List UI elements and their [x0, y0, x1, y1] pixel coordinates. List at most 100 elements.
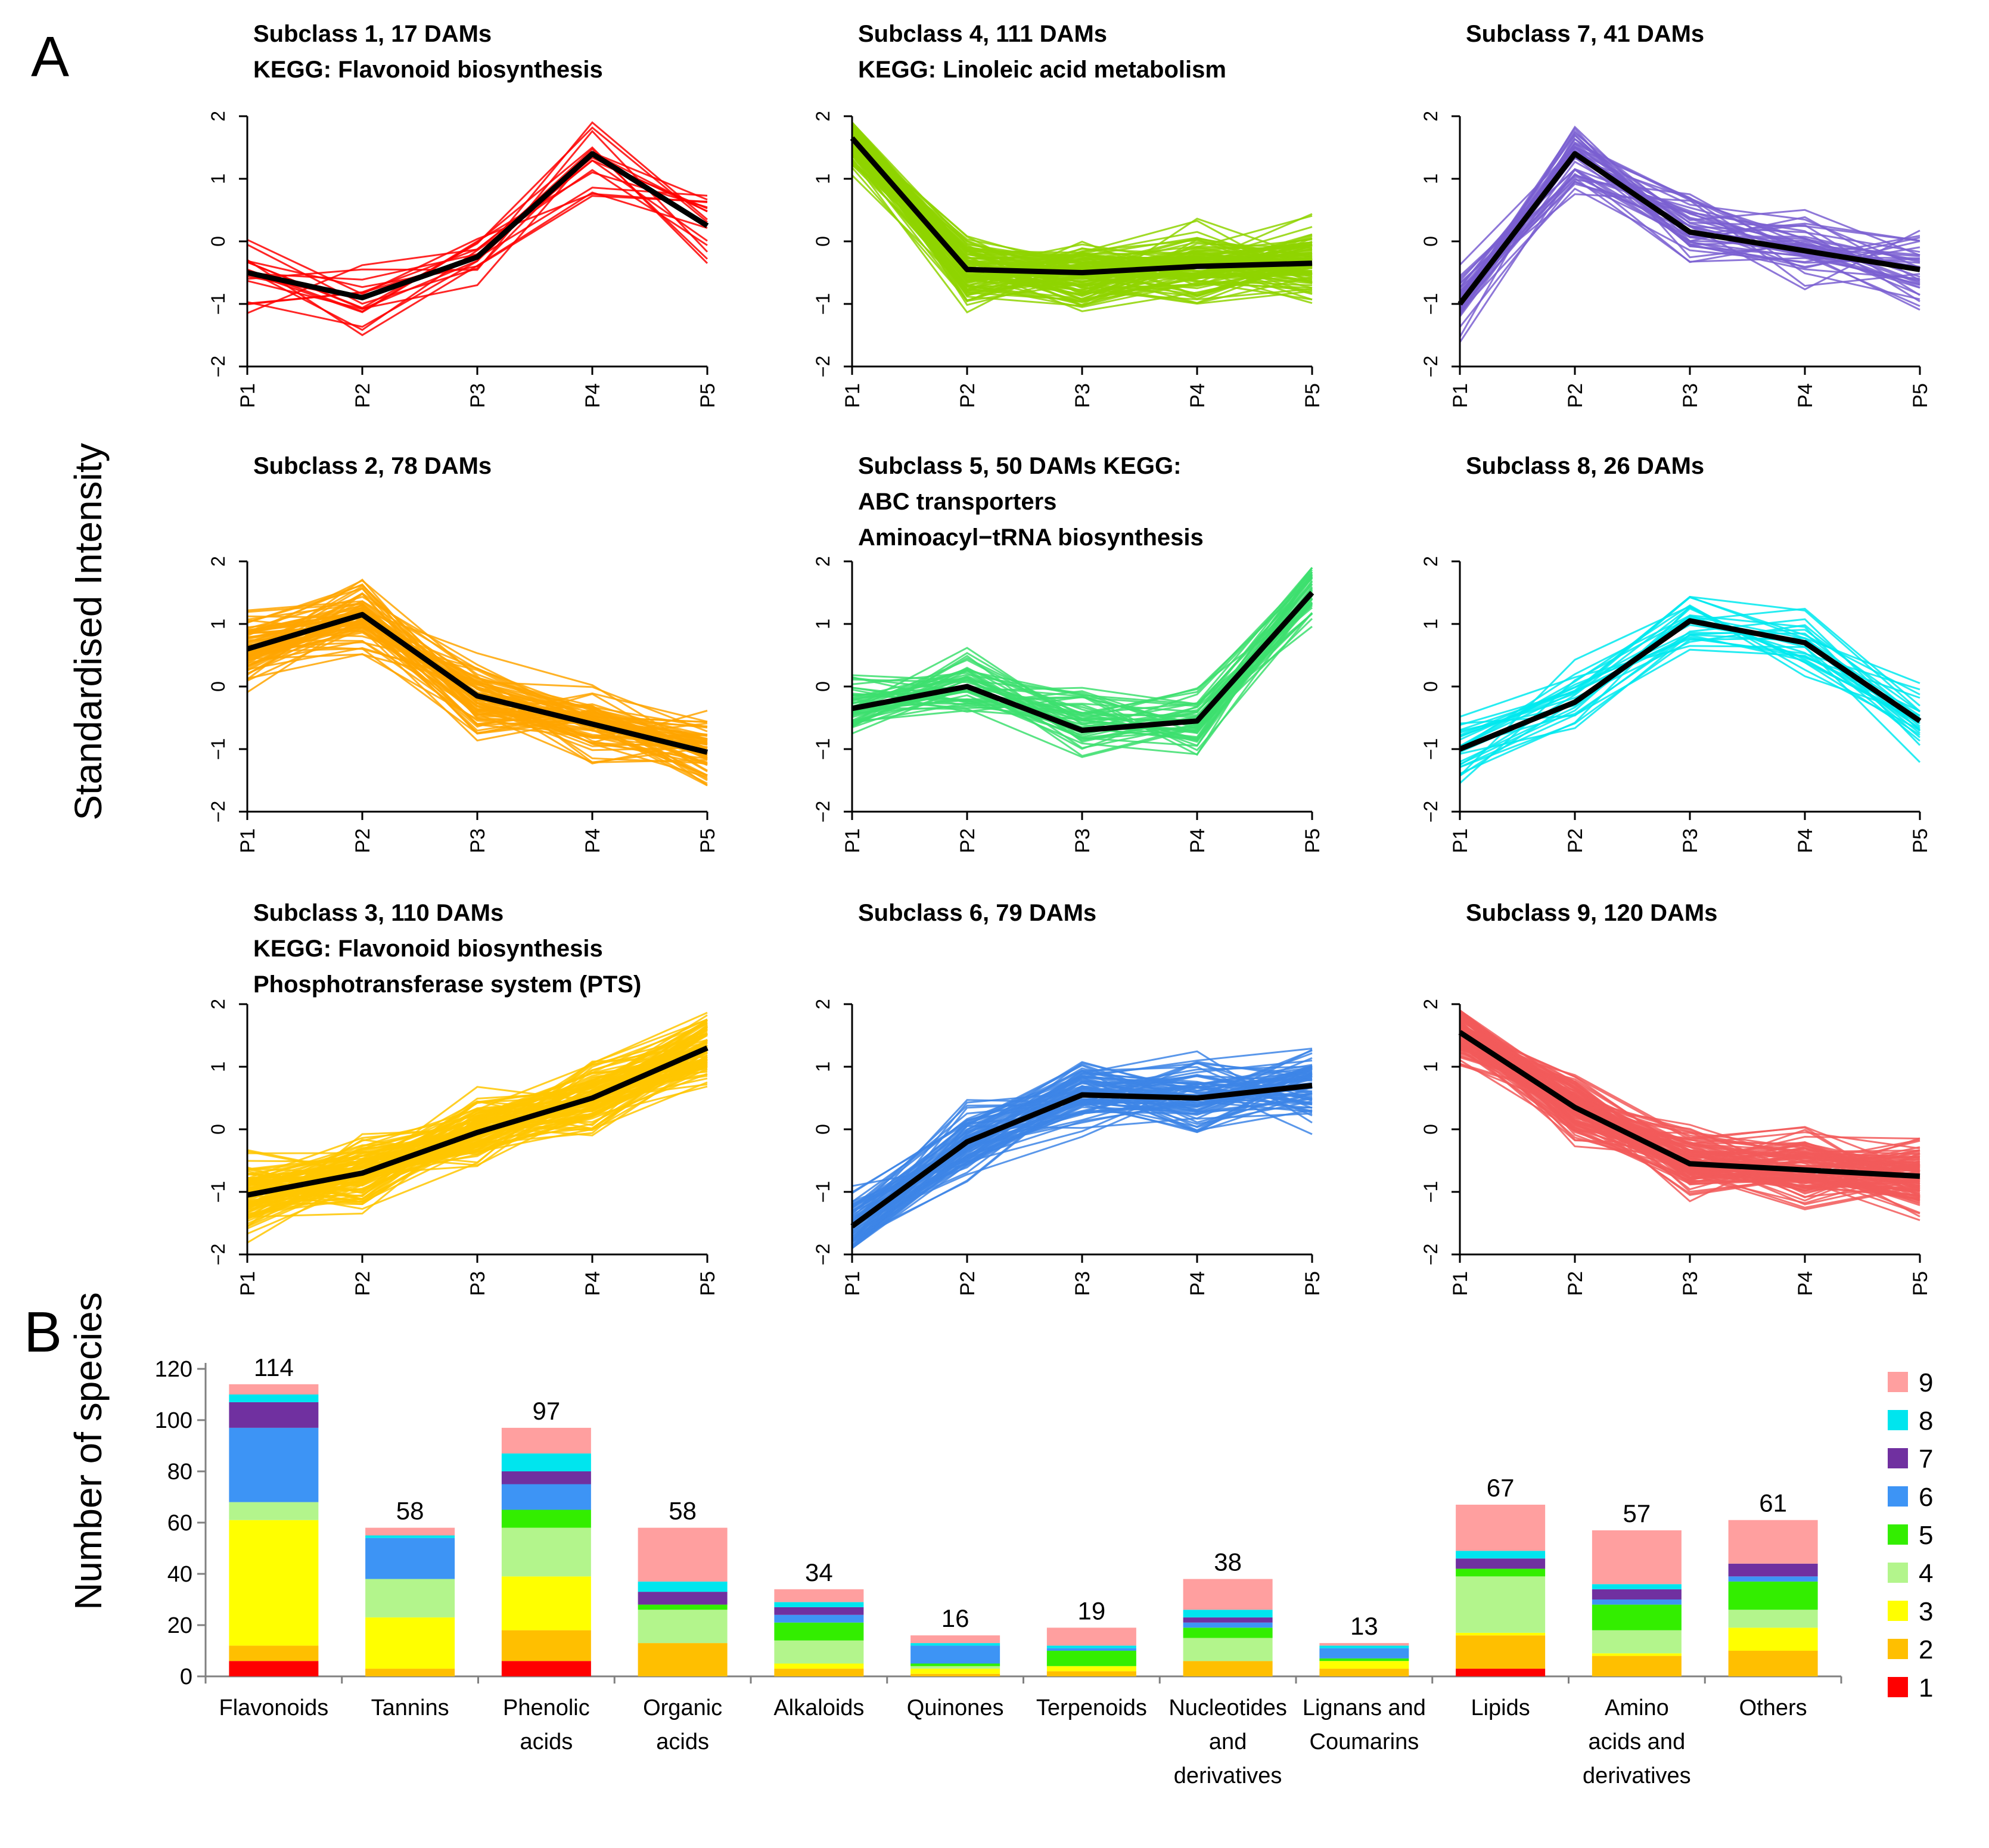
bar-segment-3 — [1456, 1632, 1546, 1636]
x-tick-label: P1 — [841, 383, 864, 408]
profile-line — [247, 151, 708, 305]
profile-line — [1459, 1018, 1920, 1170]
bar-segment-5 — [910, 1663, 1000, 1666]
y-tick-label: −2 — [812, 356, 834, 377]
profile-line — [247, 1027, 708, 1186]
panel-label-a: A — [31, 25, 69, 89]
legend-label: 6 — [1919, 1483, 1933, 1512]
bar-total-label: 67 — [1487, 1474, 1515, 1502]
y-tick-label: 0 — [1420, 236, 1441, 247]
x-tick-label: P5 — [1909, 383, 1932, 408]
x-tick-label: P4 — [582, 828, 604, 853]
subplot-title-line: KEGG: Flavonoid biosynthesis — [253, 57, 603, 83]
profile-line — [247, 595, 708, 736]
bar-total-label: 58 — [669, 1497, 697, 1525]
profile-lines — [851, 1048, 1313, 1249]
profile-line — [851, 155, 1313, 293]
y-tick-label: 1 — [207, 173, 229, 184]
x-tick-label: P2 — [1564, 828, 1587, 853]
profile-line — [1459, 596, 1920, 738]
bar-segment-8 — [229, 1394, 319, 1402]
x-tick-label: P2 — [1564, 1271, 1587, 1296]
bar-segment-8 — [638, 1581, 728, 1592]
legend-label: 1 — [1919, 1673, 1933, 1703]
x-tick-label: P2 — [352, 1271, 374, 1296]
bar-segment-6 — [365, 1538, 455, 1579]
profile-line — [247, 192, 708, 296]
y-tick-label: 2 — [812, 556, 834, 567]
legend-swatch-3 — [1888, 1601, 1908, 1621]
bar-segment-2 — [1728, 1651, 1818, 1676]
category-label: derivatives — [1583, 1763, 1691, 1788]
category-label: acids — [520, 1729, 573, 1754]
bar-segment-2 — [1046, 1671, 1136, 1676]
subplot-4: Subclass 4, 111 DAMs KEGG: Linoleic acid … — [812, 21, 1324, 408]
bar-segment-6 — [501, 1484, 591, 1510]
subplot-title-line: Subclass 3, 110 DAMs — [253, 900, 504, 926]
bar-segment-2 — [229, 1645, 319, 1661]
bar-segment-7 — [638, 1592, 728, 1605]
profile-line — [1459, 138, 1920, 316]
subplot-9: Subclass 9, 120 DAMs 2 1 0 −1 −2 P1 P2 P3 P4 P5 — [1420, 900, 1932, 1296]
x-tick-label: P5 — [1301, 1271, 1324, 1296]
bar-segment-2 — [910, 1673, 1000, 1676]
bar-segment-4 — [1183, 1638, 1273, 1661]
y-tick-label: −2 — [207, 801, 229, 822]
profile-lines — [247, 578, 708, 787]
profile-line — [851, 122, 1313, 287]
bar-segment-2 — [1183, 1661, 1273, 1676]
bar-segment-5 — [1456, 1569, 1546, 1577]
subplot-title-line: Subclass 4, 111 DAMs — [858, 21, 1107, 47]
bar-stack-9 — [1456, 1504, 1546, 1676]
y-tick-label: 1 — [812, 1061, 834, 1072]
x-tick-label: P2 — [956, 1271, 979, 1296]
subplot-3: Subclass 3, 110 DAMs KEGG: Flavonoid bios… — [207, 900, 719, 1296]
profile-line — [851, 612, 1313, 751]
bar-stack-10 — [1592, 1530, 1682, 1676]
x-tick-label: P3 — [467, 383, 489, 408]
x-tick-label: P1 — [841, 828, 864, 853]
y-tick-label: −2 — [1420, 801, 1441, 822]
category-label: acids — [656, 1729, 709, 1754]
legend-label: 5 — [1919, 1521, 1933, 1550]
bar-segment-7 — [1183, 1617, 1273, 1623]
bar-segment-2 — [638, 1643, 728, 1676]
subplot-title-line: Subclass 8, 26 DAMs — [1466, 453, 1704, 479]
bar-segment-2 — [774, 1669, 864, 1676]
x-tick-label: P2 — [352, 828, 374, 853]
profile-line — [851, 125, 1313, 284]
mean-line — [851, 591, 1314, 733]
x-tick-label: P3 — [1071, 828, 1094, 853]
subplot-title-line: Subclass 2, 78 DAMs — [253, 453, 492, 479]
subplot-1: Subclass 1, 17 DAMs KEGG: Flavonoid biosy… — [207, 21, 719, 408]
bar-segment-6 — [1728, 1576, 1818, 1582]
bar-stack-0 — [229, 1384, 319, 1676]
y-tick-label: 0 — [1420, 681, 1441, 692]
y-tick-label: 2 — [1420, 111, 1441, 122]
bar-segment-9 — [1456, 1504, 1546, 1551]
profile-line — [851, 1064, 1313, 1248]
profile-line — [851, 594, 1313, 740]
profile-line — [851, 1061, 1313, 1236]
category-label: Organic — [643, 1695, 722, 1720]
bar-segment-9 — [774, 1589, 864, 1602]
category-label: Nucleotides — [1168, 1695, 1287, 1720]
y-tick-label: −1 — [812, 293, 834, 315]
b-y-tick-label: 120 — [155, 1357, 192, 1382]
panel-b-ylabel: Number of species — [67, 1292, 110, 1610]
bar-segment-2 — [1319, 1669, 1409, 1676]
legend-swatch-7 — [1888, 1448, 1908, 1468]
profile-line — [1459, 169, 1920, 312]
bar-segment-8 — [365, 1535, 455, 1538]
profile-lines — [851, 567, 1313, 758]
legend-swatch-6 — [1888, 1486, 1908, 1507]
subplot-7: Subclass 7, 41 DAMs 2 1 0 −1 −2 P1 P2 P3 P4 P5 — [1420, 21, 1932, 408]
b-y-tick-label: 20 — [167, 1613, 192, 1638]
profile-line — [1459, 146, 1920, 288]
x-tick-label: P4 — [1794, 828, 1817, 853]
y-tick-label: −1 — [1420, 293, 1441, 315]
bar-segment-8 — [1319, 1645, 1409, 1648]
bar-segment-9 — [1183, 1579, 1273, 1610]
bar-segment-3 — [1046, 1666, 1136, 1672]
b-y-tick-label: 100 — [155, 1408, 192, 1433]
